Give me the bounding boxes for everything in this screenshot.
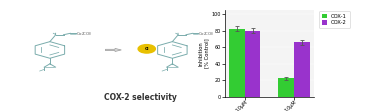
Polygon shape xyxy=(105,48,121,52)
Text: $\mathregular{Co_2CO_8}$: $\mathregular{Co_2CO_8}$ xyxy=(76,31,92,38)
Text: Cl: Cl xyxy=(144,47,149,51)
Legend: COX-1, COX-2: COX-1, COX-2 xyxy=(319,11,350,28)
Y-axis label: Inhibition
[% Control]: Inhibition [% Control] xyxy=(198,38,209,68)
Bar xyxy=(278,78,294,97)
Text: COX-2 selectivity: COX-2 selectivity xyxy=(104,93,177,102)
Bar xyxy=(245,31,260,97)
Circle shape xyxy=(138,45,155,53)
Bar xyxy=(229,29,245,97)
Bar xyxy=(294,42,310,97)
Text: $\mathregular{Co_2CO_8}$: $\mathregular{Co_2CO_8}$ xyxy=(198,31,215,38)
